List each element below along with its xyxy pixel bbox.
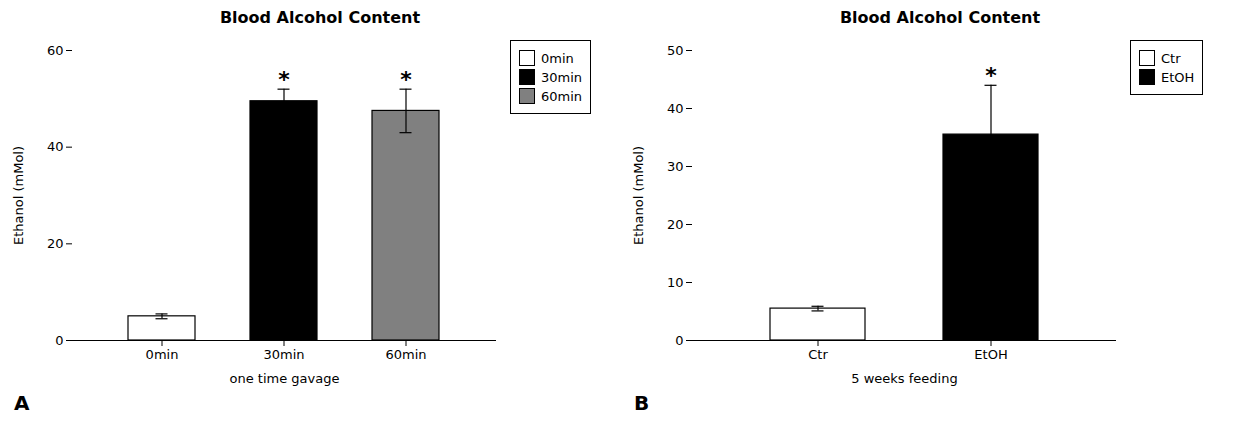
html-text:Blood Alcohol Content: Blood Alcohol Content: [219, 8, 421, 27]
svg-text:EtOH: EtOH: [974, 347, 1007, 362]
html-text:B: B: [634, 391, 650, 415]
svg-text:Ethanol (mMol): Ethanol (mMol): [631, 146, 646, 245]
svg-text:Ctr: Ctr: [808, 347, 828, 362]
svg-text:0: 0: [55, 333, 63, 348]
svg-text:*: *: [985, 63, 997, 88]
svg-text:*: *: [400, 67, 412, 92]
svg-text:10: 10: [667, 275, 684, 290]
svg-text:*: *: [278, 67, 290, 92]
svg-text:0: 0: [675, 333, 683, 348]
svg-text:40: 40: [667, 101, 684, 116]
html-text:Blood Alcohol Content: Blood Alcohol Content: [839, 8, 1041, 27]
svg-text:40: 40: [47, 139, 64, 154]
svg-text:Ethanol (mMol): Ethanol (mMol): [11, 146, 26, 245]
svg-text:20: 20: [667, 217, 684, 232]
svg-text:60min: 60min: [385, 347, 426, 362]
svg-text:5 weeks feeding: 5 weeks feeding: [851, 371, 957, 386]
svg-text:0min: 0min: [146, 347, 179, 362]
svg-text:20: 20: [47, 236, 64, 251]
html-text:60min: 60min: [541, 88, 583, 104]
html-text:Ctr: Ctr: [1161, 50, 1181, 66]
svg-text:30min: 30min: [263, 347, 304, 362]
html-text:A: A: [14, 391, 30, 415]
html-text:0min: 0min: [541, 50, 574, 66]
svg-text:one time gavage: one time gavage: [230, 371, 340, 386]
svg-text:30: 30: [667, 159, 684, 174]
svg-text:60: 60: [47, 43, 64, 58]
html-text:30min: 30min: [541, 69, 583, 85]
svg-text:50: 50: [667, 43, 684, 58]
html-text:EtOH: EtOH: [1161, 69, 1195, 85]
